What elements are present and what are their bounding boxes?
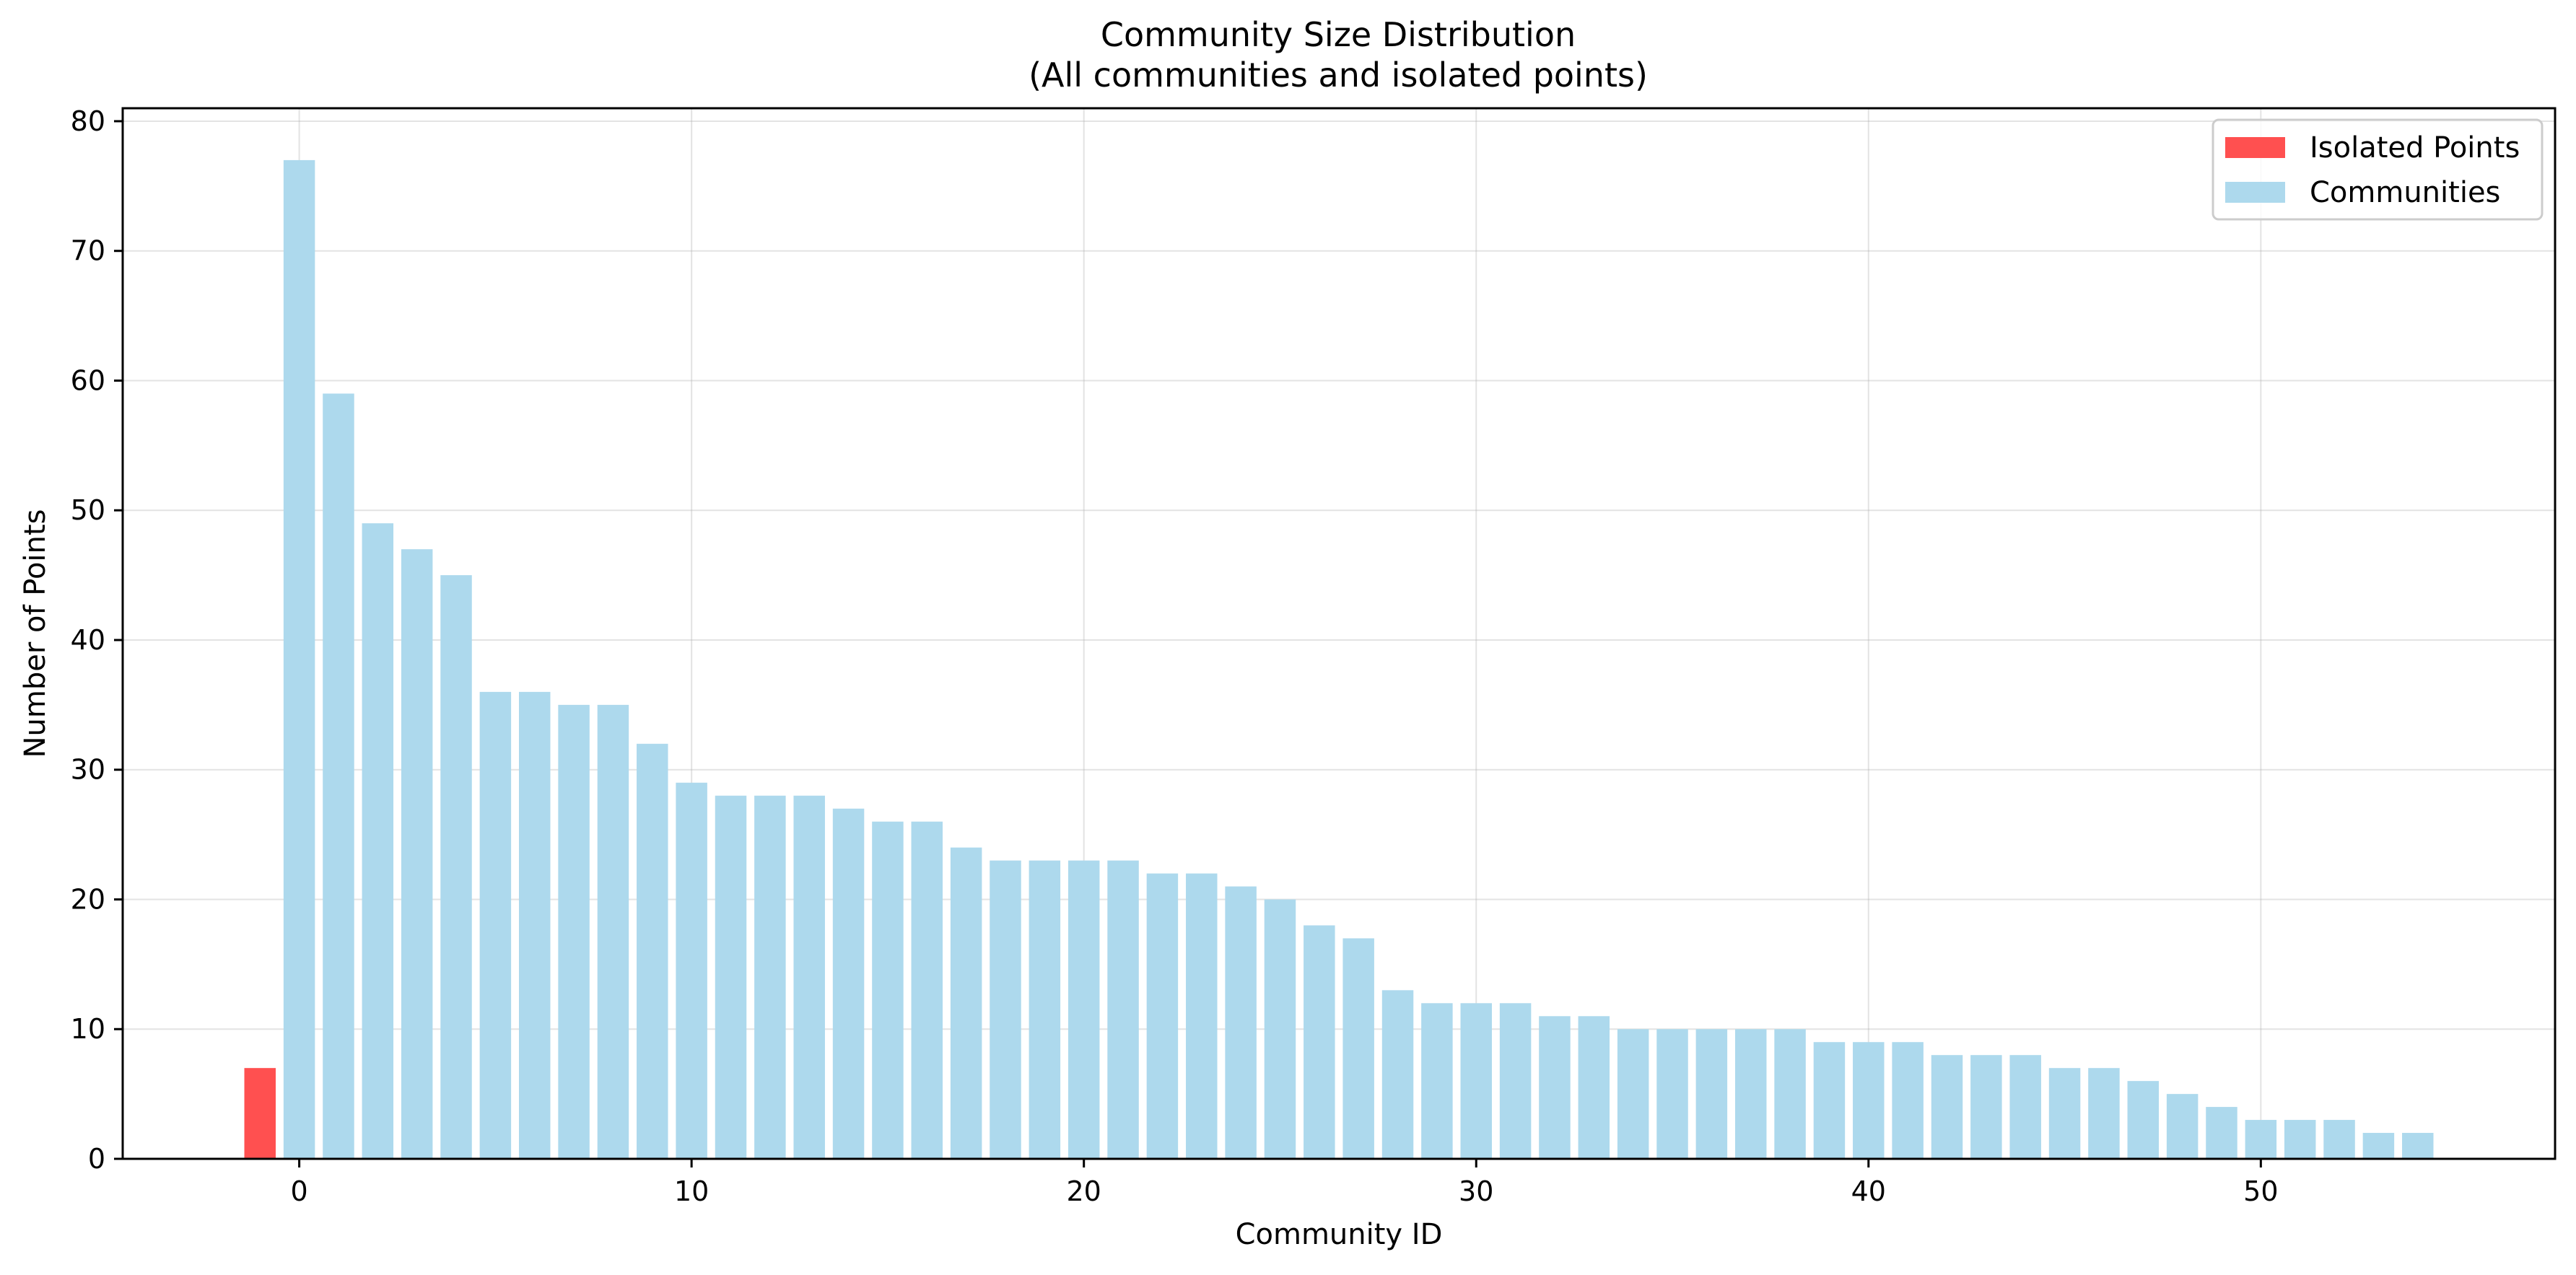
bar-communities	[1146, 873, 1179, 1159]
bar-isolated-points	[244, 1068, 276, 1159]
y-tick-label: 0	[88, 1143, 105, 1175]
y-tick-label: 70	[71, 235, 105, 267]
bar-communities	[1460, 1003, 1492, 1159]
bar-communities	[1734, 1029, 1767, 1159]
bar-communities	[1931, 1055, 1963, 1159]
y-axis-label: Number of Points	[19, 509, 52, 758]
bar-communities	[1853, 1042, 1885, 1159]
bar-communities	[1421, 1003, 1453, 1159]
bar-communities	[911, 821, 943, 1159]
x-tick-label: 0	[291, 1175, 308, 1207]
bar-communities	[2088, 1068, 2120, 1159]
bar-communities	[754, 795, 786, 1159]
bars	[244, 159, 2434, 1159]
bar-communities	[1617, 1029, 1649, 1159]
bar-communities	[2166, 1094, 2199, 1159]
bar-communities	[715, 795, 747, 1159]
bar-communities	[2048, 1068, 2081, 1159]
bar-communities	[950, 847, 982, 1159]
bar-communities	[401, 549, 433, 1159]
bar-communities	[479, 691, 512, 1159]
bar-communities	[1578, 1016, 1610, 1159]
y-tick-label: 20	[71, 883, 105, 915]
y-tick-label: 80	[71, 105, 105, 137]
x-axis-label: Community ID	[1236, 1218, 1443, 1251]
legend-swatch-communities	[2225, 182, 2285, 203]
bar-communities	[1029, 860, 1061, 1159]
y-tick-label: 10	[71, 1013, 105, 1045]
bar-communities	[2009, 1055, 2041, 1159]
bar-communities	[832, 808, 865, 1159]
bar-communities	[2245, 1120, 2277, 1159]
bar-communities	[676, 782, 707, 1159]
bar-communities	[2402, 1133, 2434, 1159]
axis-ticks: 0 10 20 30 40 50 0 10 20 30 40 50 60 70 80	[71, 105, 2279, 1207]
bar-communities	[440, 575, 472, 1159]
bar-communities	[1499, 1003, 1532, 1159]
legend-swatch-isolated-points	[2225, 137, 2285, 158]
bar-communities	[1813, 1042, 1846, 1159]
x-tick-label: 40	[1851, 1175, 1886, 1207]
bar-communities	[1695, 1029, 1728, 1159]
bar-communities	[793, 795, 825, 1159]
y-tick-label: 60	[71, 364, 105, 396]
bar-communities	[1264, 899, 1296, 1159]
x-tick-label: 20	[1067, 1175, 1101, 1207]
bar-communities	[518, 691, 551, 1159]
legend-label-communities: Communities	[2310, 176, 2500, 209]
bar-communities	[362, 523, 394, 1159]
bar-communities	[2323, 1120, 2355, 1159]
legend-box	[2212, 118, 2544, 221]
chart-subtitle: (All communities and isolated points)	[1029, 56, 1648, 95]
bar-communities	[990, 860, 1021, 1159]
x-tick-label: 30	[1459, 1175, 1493, 1207]
bar-communities	[558, 704, 590, 1159]
bar-communities	[283, 159, 315, 1159]
x-tick-label: 10	[674, 1175, 709, 1207]
bar-communities	[2284, 1120, 2316, 1159]
bar-communities	[1225, 886, 1257, 1159]
bar-communities	[597, 704, 629, 1159]
y-tick-label: 40	[71, 624, 105, 656]
bar-communities	[637, 743, 668, 1159]
y-tick-label: 30	[71, 754, 105, 786]
bar-communities	[1774, 1029, 1806, 1159]
legend-label-isolated-points: Isolated Points	[2310, 131, 2520, 165]
bar-communities	[2127, 1081, 2160, 1159]
bar-communities	[1539, 1016, 1571, 1159]
bar-communities	[1381, 990, 1414, 1159]
x-tick-label: 50	[2243, 1175, 2278, 1207]
bar-communities	[2206, 1107, 2237, 1159]
bar-communities	[1342, 938, 1374, 1159]
bar-communities	[1304, 925, 1335, 1159]
chart-title: Community Size Distribution	[1101, 15, 1576, 54]
bar-communities	[1067, 860, 1100, 1159]
legend: Isolated Points Communities	[2212, 118, 2544, 221]
bar-communities	[2362, 1133, 2395, 1159]
plot-frame	[121, 107, 2557, 1160]
bar-communities	[323, 393, 354, 1159]
y-tick-label: 50	[71, 494, 105, 526]
bar-communities	[1107, 860, 1139, 1159]
bar-communities	[1186, 873, 1218, 1159]
bar-communities	[1892, 1042, 1924, 1159]
bar-communities	[1970, 1055, 2002, 1159]
bar-communities	[1656, 1029, 1688, 1159]
bar-communities	[872, 821, 904, 1159]
